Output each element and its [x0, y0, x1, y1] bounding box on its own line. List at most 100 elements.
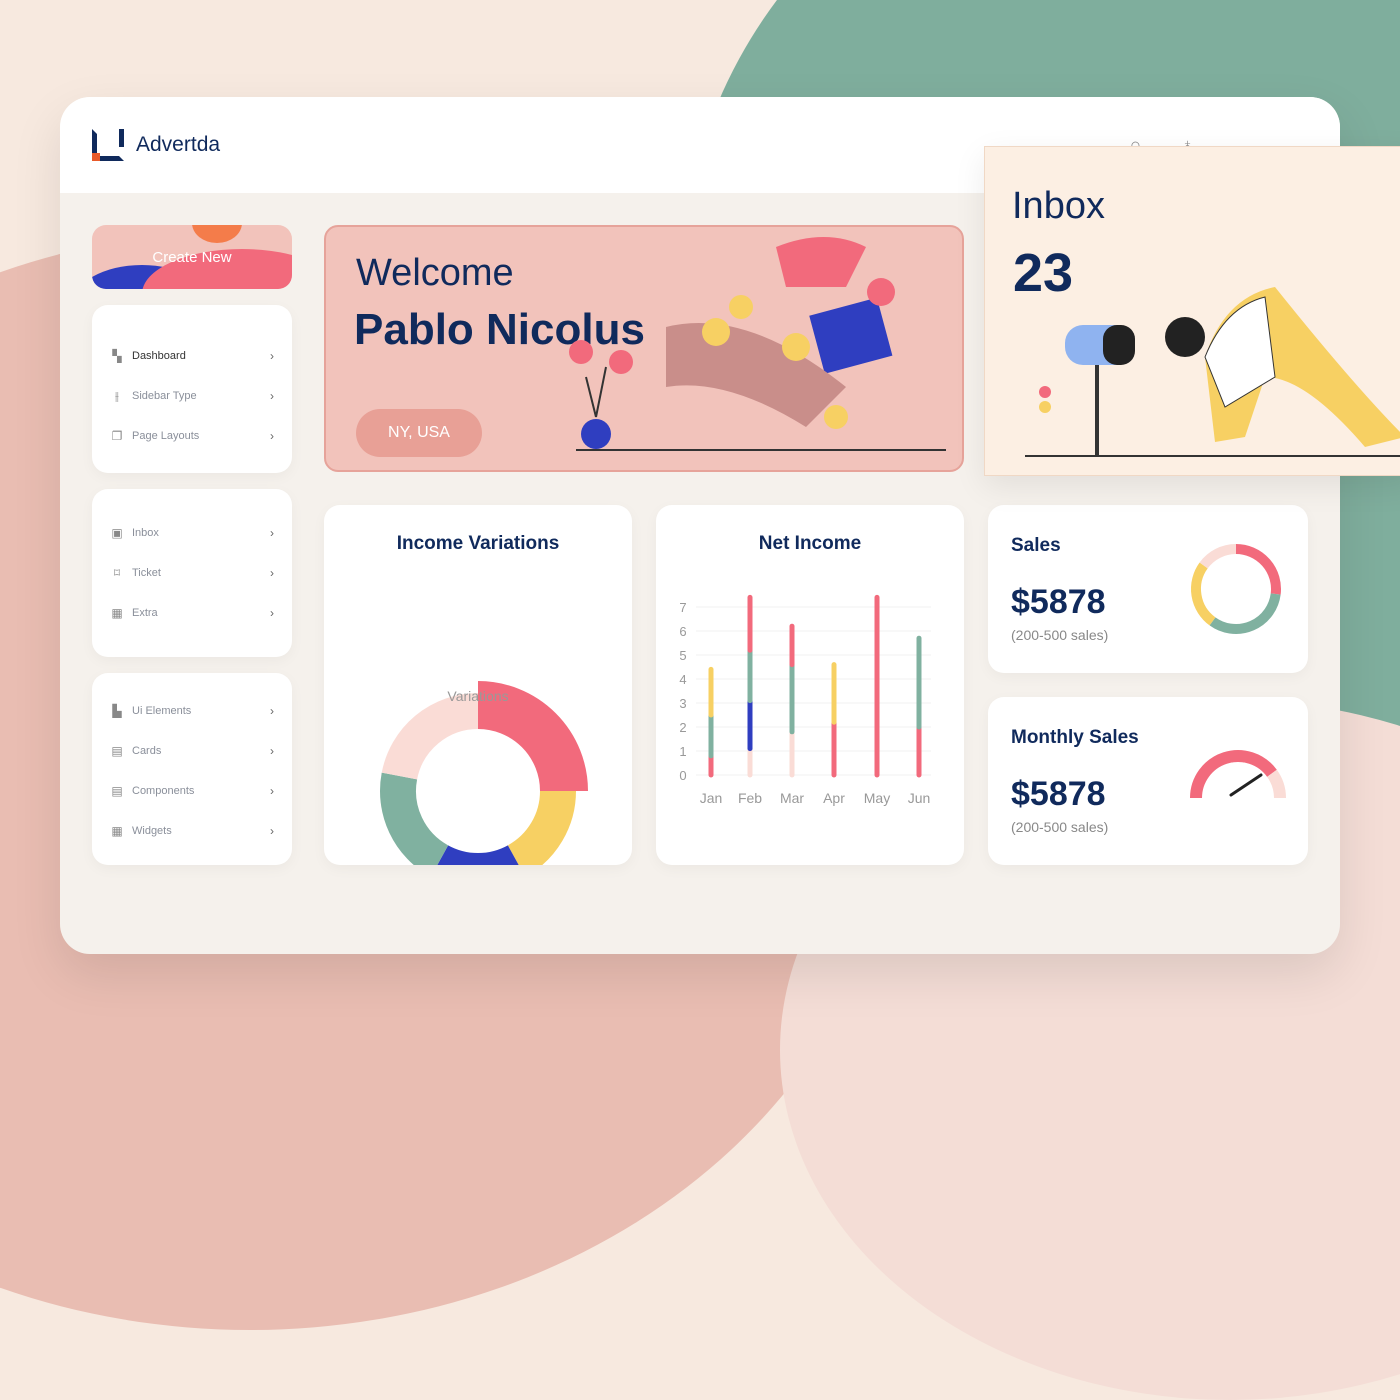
net-income-bar-chart: 0 1 2 3 4 5 6 7 Jan Feb Mar Apr May Jun — [679, 594, 931, 806]
chevron-right-icon: › — [270, 606, 274, 620]
gauge-fill — [1190, 750, 1277, 799]
sidebar-item-ticket[interactable]: ⌑ Ticket › — [92, 553, 292, 593]
sidebar-item-label: Dashboard — [132, 350, 186, 362]
monthly-sales-subtitle: (200-500 sales) — [1011, 819, 1109, 835]
sidebar-item-label: Components — [132, 785, 195, 797]
sidebar-item-label: Sidebar Type — [132, 390, 197, 402]
x-tick-label: Jan — [700, 790, 723, 806]
create-new-button[interactable]: Create New — [92, 225, 292, 289]
dashboard-icon: ▚ — [112, 349, 122, 363]
y-tick-label: 2 — [679, 720, 686, 735]
y-tick-label: 5 — [679, 648, 686, 663]
income-donut-chart — [380, 681, 588, 865]
brand-name: Advertda — [136, 133, 221, 156]
monthly-sales-title: Monthly Sales — [1011, 727, 1139, 748]
sidebar-item-extra[interactable]: ▦ Extra › — [92, 593, 292, 633]
sidebar-item-components[interactable]: ▤ Components › — [92, 771, 292, 811]
y-tick-label: 7 — [679, 600, 686, 615]
sales-value: $5878 — [1011, 583, 1106, 621]
sales-subtitle: (200-500 sales) — [1011, 627, 1109, 643]
y-tick-label: 6 — [679, 624, 686, 639]
components-icon: ▤ — [111, 784, 123, 798]
x-tick-label: Mar — [780, 790, 804, 806]
monthly-sales-gauge — [1190, 750, 1286, 799]
x-tick-label: Feb — [738, 790, 762, 806]
sidebar-item-cards[interactable]: ▤ Cards › — [92, 731, 292, 771]
create-new-label: Create New — [152, 248, 232, 266]
y-tick-label: 1 — [679, 744, 686, 759]
sidebar-item-inbox[interactable]: ▣ Inbox › — [92, 513, 292, 553]
sales-title: Sales — [1011, 535, 1061, 556]
gauge-track — [1266, 769, 1286, 799]
chevron-right-icon: › — [270, 349, 274, 363]
location-button[interactable]: NY, USA — [356, 409, 482, 457]
cards-icon: ▤ — [111, 744, 123, 758]
income-variations-card: Income Variations Variations — [324, 505, 632, 865]
nav-group-main: ▚ Dashboard › ⫲ Sidebar Type › ❐ Page Layouts › — [92, 305, 292, 473]
x-tick-label: Jun — [908, 790, 931, 806]
donut-segment — [381, 693, 479, 781]
search-icon[interactable]: ○ — [1130, 135, 1141, 155]
donut-segment — [507, 790, 576, 865]
welcome-greeting: Welcome — [356, 252, 514, 294]
donut-segment — [477, 681, 588, 792]
chevron-right-icon: › — [270, 429, 274, 443]
inbox-popup[interactable]: Inbox 23 — [984, 146, 1400, 476]
sidebar-item-dashboard[interactable]: ▚ Dashboard › — [92, 336, 292, 376]
mailbox-illustration — [1025, 287, 1400, 457]
ring-segment — [1209, 593, 1281, 634]
donut-center-label: Variations — [447, 688, 509, 704]
chevron-right-icon: › — [270, 744, 274, 758]
sidebar-item-label: Cards — [132, 745, 162, 757]
donut-segment — [437, 844, 519, 865]
chevron-right-icon: › — [270, 704, 274, 718]
chevron-right-icon: › — [270, 566, 274, 580]
donut-segment — [380, 772, 449, 865]
inbox-count: 23 — [1013, 243, 1074, 303]
sidebar-item-label: Ui Elements — [132, 705, 192, 717]
nav-group-apps: ▣ Inbox › ⌑ Ticket › ▦ Extra › — [92, 489, 292, 657]
user-name: Pablo Nicolus — [354, 305, 645, 354]
inbox-title: Inbox — [1012, 185, 1105, 227]
chevron-right-icon: › — [270, 824, 274, 838]
chevron-right-icon: › — [270, 784, 274, 798]
ring-segment — [1235, 544, 1281, 595]
x-tick-label: May — [864, 790, 890, 806]
y-tick-label: 4 — [679, 672, 686, 687]
welcome-banner: Welcome Pablo Nicolus NY, USA — [324, 225, 964, 472]
sidebar-item-label: Inbox — [132, 527, 159, 539]
monthly-sales-value: $5878 — [1011, 775, 1106, 813]
monthly-sales-card: Monthly Sales $5878 (200-500 sales) — [988, 697, 1308, 865]
sales-ring-chart — [1191, 544, 1281, 634]
x-tick-label: Apr — [823, 790, 845, 806]
sidebar-item-widgets[interactable]: ▦ Widgets › — [92, 811, 292, 851]
widgets-icon: ▙ — [112, 704, 122, 718]
net-income-title: Net Income — [758, 533, 862, 554]
bookmark-icon: ⌑ — [113, 566, 121, 580]
chevron-right-icon: › — [270, 526, 274, 540]
logo-icon — [92, 129, 124, 161]
sidebar-item-sidebar-type[interactable]: ⫲ Sidebar Type › — [92, 376, 292, 416]
sidebar-item-label: Extra — [132, 607, 158, 619]
sidebar-item-page-layouts[interactable]: ❐ Page Layouts › — [92, 416, 292, 456]
y-tick-label: 3 — [679, 696, 686, 711]
grid-icon: ▦ — [111, 824, 123, 838]
sidebar-item-label: Ticket — [132, 567, 161, 579]
nav-group-ui: ▙ Ui Elements › ▤ Cards › ▤ Components › ▦ Widgets… — [92, 673, 292, 865]
pages-icon: ❐ — [111, 429, 123, 443]
sales-card: Sales $5878 (200-500 sales) — [988, 505, 1308, 673]
sidebar-item-label: Widgets — [132, 825, 172, 837]
grid-icon: ▦ — [111, 606, 123, 620]
y-tick-label: 0 — [679, 768, 686, 783]
net-income-card: Net Income 0 1 2 3 4 5 6 7 Jan Feb Mar Apr May Jun — [656, 505, 964, 865]
sidebar-item-ui-elements[interactable]: ▙ Ui Elements › — [92, 691, 292, 731]
income-variations-title: Income Variations — [396, 533, 560, 554]
sidebar-item-label: Page Layouts — [132, 430, 200, 442]
sliders-icon: ⫲ — [115, 389, 119, 403]
inbox-icon: ▣ — [111, 526, 123, 540]
ring-segment — [1199, 544, 1237, 569]
reading-person-illustration — [569, 237, 946, 451]
chevron-right-icon: › — [270, 389, 274, 403]
gauge-needle — [1229, 773, 1263, 797]
ring-segment — [1191, 562, 1216, 626]
